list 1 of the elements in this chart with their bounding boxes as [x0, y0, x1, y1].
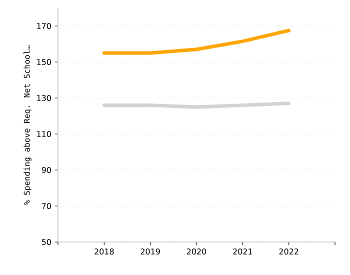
line-series [102, 28, 291, 55]
